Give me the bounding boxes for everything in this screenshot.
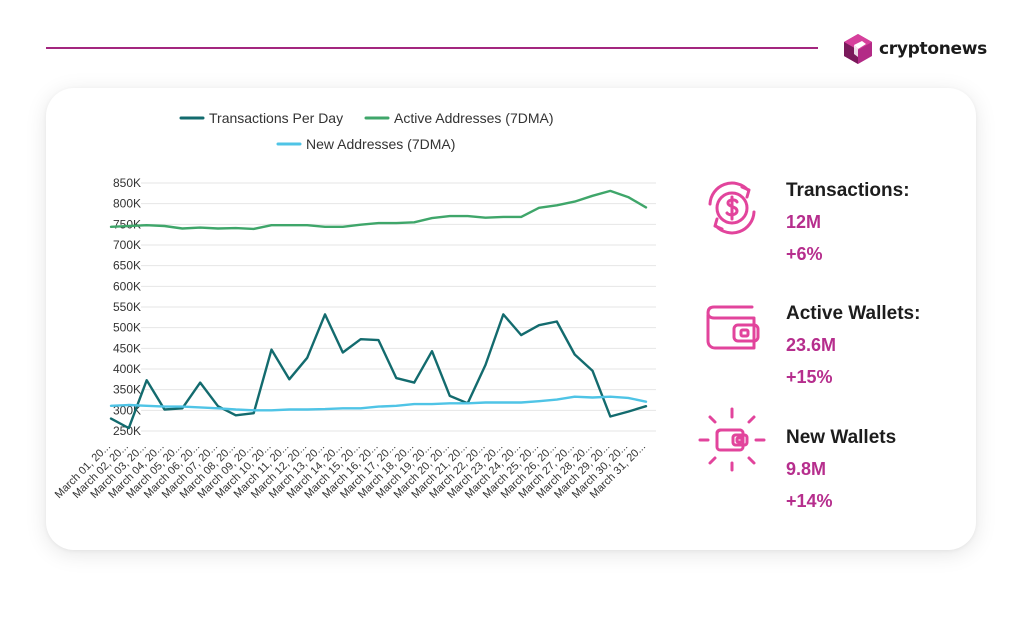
header-divider	[46, 47, 818, 49]
y-tick-label: 550K	[113, 300, 141, 314]
stat-value: 23.6M	[786, 335, 837, 355]
y-tick-label: 500K	[113, 321, 141, 335]
stat-title: New Wallets	[786, 427, 897, 448]
legend-label: Active Addresses (7DMA)	[394, 110, 554, 126]
dollar-cycle-icon	[708, 181, 756, 235]
stat-value: 9.8M	[786, 459, 827, 479]
stat-change: +6%	[786, 244, 823, 264]
stat-title: Transactions:	[786, 180, 910, 201]
y-tick-label: 600K	[113, 279, 141, 293]
line-chart: 850K 800K 750K 700K 650K 600K 550K 500K 450K 400K…	[53, 110, 656, 501]
brand-name: cryptonews	[879, 39, 987, 59]
y-tick-label: 400K	[113, 362, 141, 376]
cryptonews-logo-icon	[844, 34, 872, 64]
y-tick-label: 650K	[113, 259, 141, 273]
stat-change: +14%	[786, 491, 833, 511]
stat-change: +15%	[786, 367, 833, 387]
y-tick-label: 350K	[113, 383, 141, 397]
series-line	[109, 189, 648, 231]
stat-value: 12M	[786, 212, 822, 232]
y-tick-label: 250K	[113, 424, 141, 438]
stat-title: Active Wallets:	[786, 303, 921, 324]
legend-label: New Addresses (7DMA)	[306, 136, 455, 152]
brand-logo: cryptonews	[843, 33, 987, 65]
y-tick-label: 450K	[113, 341, 141, 355]
stats-panel: Transactions: 12M +6% Active Wallets: 23…	[690, 88, 990, 550]
chart-card: 850K 800K 750K 700K 650K 600K 550K 500K 450K 400K…	[46, 88, 976, 550]
y-tick-label: 800K	[113, 197, 141, 211]
y-tick-label: 850K	[113, 176, 141, 190]
series-line	[109, 313, 648, 430]
wallet-icon	[706, 305, 760, 350]
legend-label: Transactions Per Day	[209, 110, 343, 126]
series-line	[109, 395, 648, 412]
new-wallet-icon	[698, 407, 766, 472]
y-tick-label: 700K	[113, 238, 141, 252]
y-tick-label: 750K	[113, 217, 141, 231]
